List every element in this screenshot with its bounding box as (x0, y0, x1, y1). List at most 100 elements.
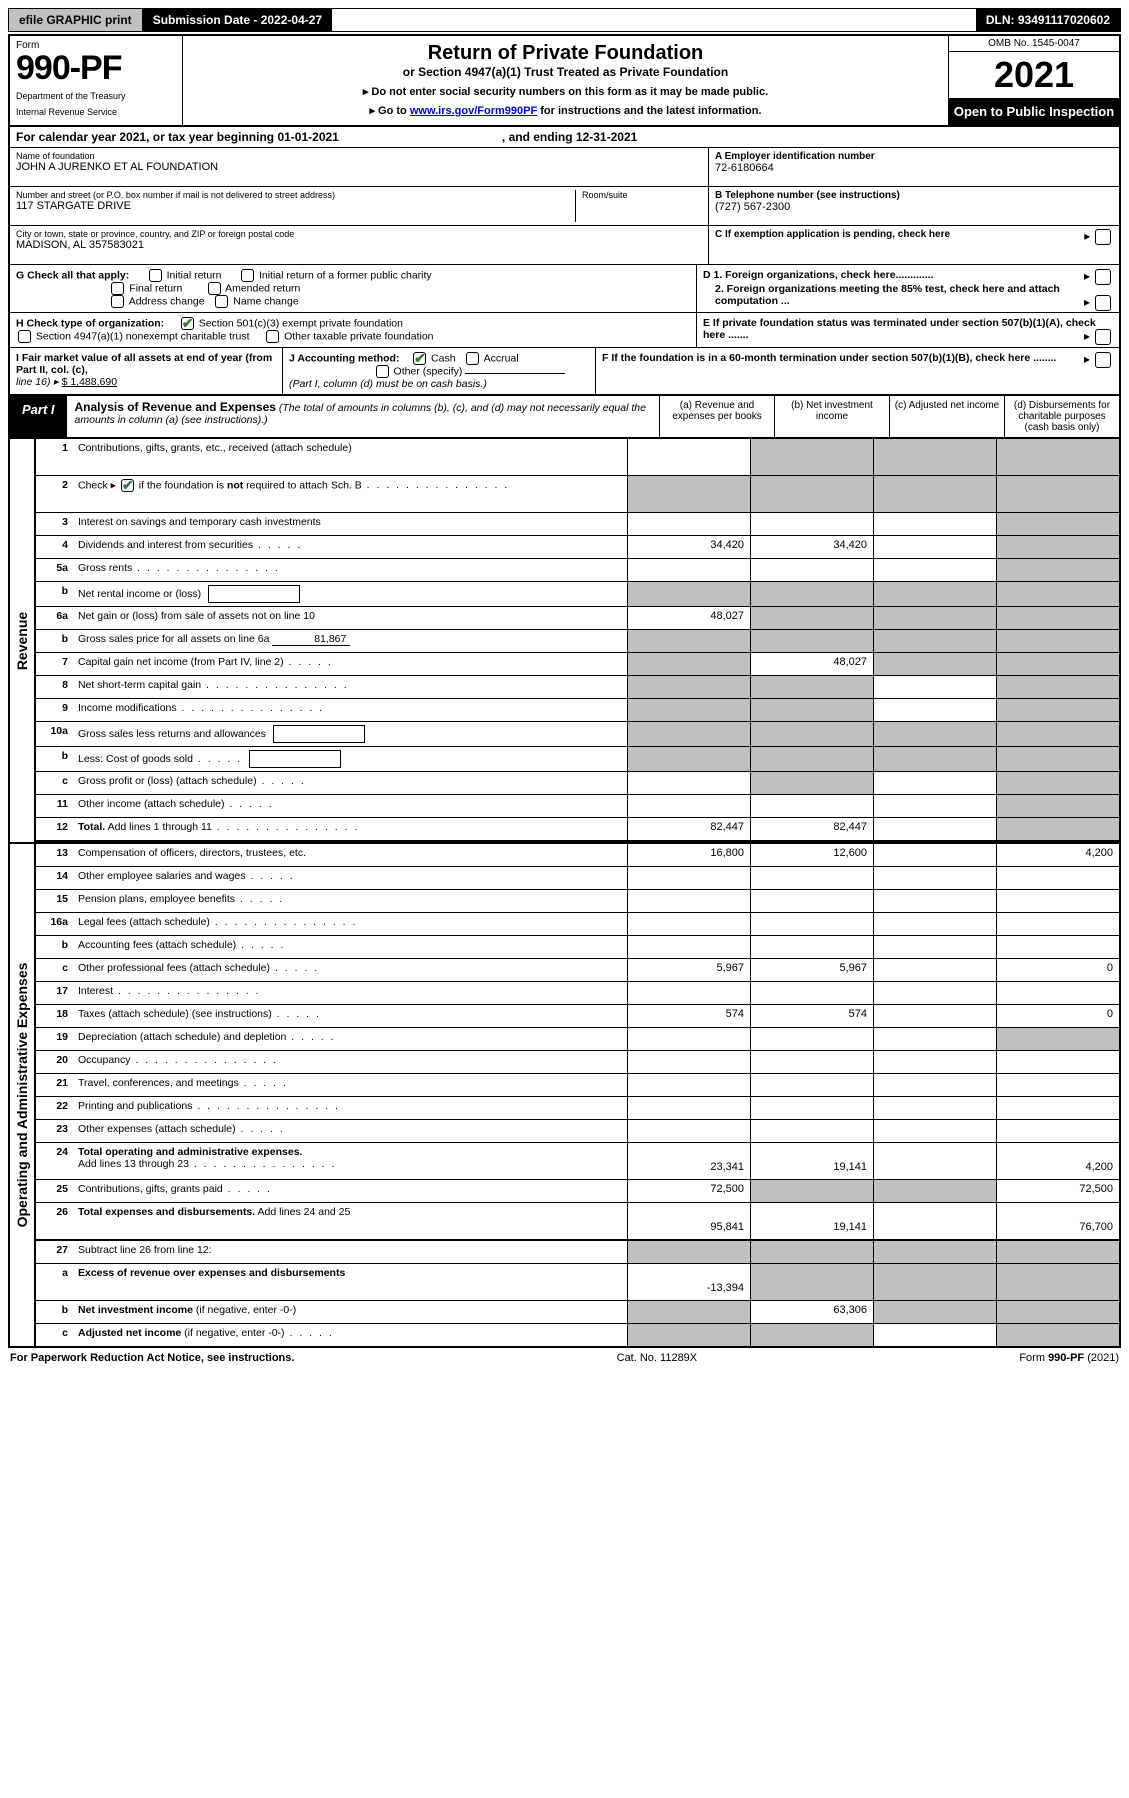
header-right: OMB No. 1545-0047 2021 Open to Public In… (948, 36, 1119, 125)
row-10a: 10aGross sales less returns and allowanc… (36, 722, 1119, 747)
dept-treasury: Department of the Treasury (16, 91, 176, 101)
r27-desc: Subtract line 26 from line 12: (74, 1241, 627, 1263)
j-label: J Accounting method: (289, 352, 399, 364)
col-c-header: (c) Adjusted net income (889, 396, 1004, 437)
r10c-desc: Gross profit or (loss) (attach schedule) (74, 772, 627, 794)
r16c-desc: Other professional fees (attach schedule… (74, 959, 627, 981)
row-16a: 16aLegal fees (attach schedule) (36, 913, 1119, 936)
submission-date: Submission Date - 2022-04-27 (143, 9, 332, 31)
row-21: 21Travel, conferences, and meetings (36, 1074, 1119, 1097)
g-initial: Initial return (167, 269, 222, 281)
row-5a: 5aGross rents (36, 559, 1119, 582)
e-section: E If private foundation status was termi… (696, 313, 1119, 347)
j-accrual-checkbox[interactable] (466, 352, 479, 365)
form-ref: Form 990-PF (2021) (1019, 1352, 1119, 1364)
revenue-table: Revenue 1Contributions, gifts, grants, e… (8, 439, 1121, 844)
r5b-desc: Net rental income or (loss) (74, 582, 627, 606)
row-1: 1Contributions, gifts, grants, etc., rec… (36, 439, 1119, 476)
row-27b: bNet investment income (if negative, ent… (36, 1301, 1119, 1324)
r26-a: 95,841 (627, 1203, 750, 1239)
r16c-b: 5,967 (750, 959, 873, 981)
col-a-header: (a) Revenue and expenses per books (659, 396, 774, 437)
name-label: Name of foundation (16, 151, 702, 161)
g-address-checkbox[interactable] (111, 295, 124, 308)
r13-d: 4,200 (996, 844, 1119, 866)
r8-desc: Net short-term capital gain (74, 676, 627, 698)
row-2: 2Check ▸ if the foundation is not requir… (36, 476, 1119, 513)
expenses-table: Operating and Administrative Expenses 13… (8, 844, 1121, 1348)
g-initial-checkbox[interactable] (149, 269, 162, 282)
f-checkbox[interactable] (1095, 352, 1111, 368)
j-other-checkbox[interactable] (376, 365, 389, 378)
h-501c3-checkbox[interactable] (181, 317, 194, 330)
g-final: Final return (129, 282, 182, 294)
r21-desc: Travel, conferences, and meetings (74, 1074, 627, 1096)
row-11: 11Other income (attach schedule) (36, 795, 1119, 818)
ssn-warning: ▸ Do not enter social security numbers o… (191, 85, 940, 98)
d2-checkbox[interactable] (1095, 295, 1111, 311)
g-amended: Amended return (225, 282, 300, 294)
h-e-row: H Check type of organization: Section 50… (8, 313, 1121, 348)
entity-left: Name of foundation JOHN A JURENKO ET AL … (10, 148, 708, 264)
h-other-checkbox[interactable] (266, 330, 279, 343)
form-title: Return of Private Foundation (191, 42, 940, 65)
d1-checkbox[interactable] (1095, 269, 1111, 285)
header-middle: Return of Private Foundation or Section … (183, 36, 948, 125)
r26-d: 76,700 (996, 1203, 1119, 1239)
f-label: F If the foundation is in a 60-month ter… (602, 352, 1056, 364)
r26-b: 19,141 (750, 1203, 873, 1239)
c-checkbox[interactable] (1095, 229, 1111, 245)
r23-desc: Other expenses (attach schedule) (74, 1120, 627, 1142)
part1-description: Analysis of Revenue and Expenses (The to… (67, 396, 659, 437)
row-6a: 6aNet gain or (loss) from sale of assets… (36, 607, 1119, 630)
i-section: I Fair market value of all assets at end… (10, 348, 283, 394)
r10a-box (273, 725, 365, 743)
r18-b: 574 (750, 1005, 873, 1027)
r27b-desc: Net investment income (if negative, ente… (74, 1301, 627, 1323)
row-16b: bAccounting fees (attach schedule) (36, 936, 1119, 959)
row-7: 7Capital gain net income (from Part IV, … (36, 653, 1119, 676)
efile-print-button[interactable]: efile GRAPHIC print (9, 9, 143, 31)
g-initial-former-checkbox[interactable] (241, 269, 254, 282)
goto-link-line: ▸ Go to www.irs.gov/Form990PF for instru… (191, 104, 940, 117)
col-b-header: (b) Net investment income (774, 396, 889, 437)
g-final-checkbox[interactable] (111, 282, 124, 295)
row-22: 22Printing and publications (36, 1097, 1119, 1120)
r25-a: 72,500 (627, 1180, 750, 1202)
r6a-a: 48,027 (627, 607, 750, 629)
j-section: J Accounting method: Cash Accrual Other … (283, 348, 596, 394)
r27a-desc: Excess of revenue over expenses and disb… (74, 1264, 627, 1300)
r13-a: 16,800 (627, 844, 750, 866)
city-label: City or town, state or province, country… (16, 229, 702, 239)
cal-begin: 01-01-2021 (277, 130, 338, 144)
g-name-checkbox[interactable] (215, 295, 228, 308)
r12-desc: Total. Add lines 1 through 11 (74, 818, 627, 840)
f-section: F If the foundation is in a 60-month ter… (596, 348, 1119, 394)
row-4: 4Dividends and interest from securities3… (36, 536, 1119, 559)
r16a-desc: Legal fees (attach schedule) (74, 913, 627, 935)
form-subtitle: or Section 4947(a)(1) Trust Treated as P… (191, 65, 940, 79)
e-checkbox[interactable] (1095, 329, 1111, 345)
revenue-vlabel: Revenue (10, 439, 36, 842)
row-27a: aExcess of revenue over expenses and dis… (36, 1264, 1119, 1301)
arrow-icon (1084, 295, 1090, 309)
row-23: 23Other expenses (attach schedule) (36, 1120, 1119, 1143)
h-section: H Check type of organization: Section 50… (10, 313, 696, 347)
r9-desc: Income modifications (74, 699, 627, 721)
irs-link[interactable]: www.irs.gov/Form990PF (410, 105, 537, 117)
r18-d: 0 (996, 1005, 1119, 1027)
r14-desc: Other employee salaries and wages (74, 867, 627, 889)
r26-desc: Total expenses and disbursements. Add li… (74, 1203, 627, 1239)
r3-desc: Interest on savings and temporary cash i… (74, 513, 627, 535)
r4-a: 34,420 (627, 536, 750, 558)
irs-label: Internal Revenue Service (16, 107, 176, 117)
j-cash-checkbox[interactable] (413, 352, 426, 365)
h-other: Other taxable private foundation (284, 330, 433, 342)
calendar-year-row: For calendar year 2021, or tax year begi… (8, 127, 1121, 148)
i-label: I Fair market value of all assets at end… (16, 352, 272, 376)
r25-d: 72,500 (996, 1180, 1119, 1202)
schb-checkbox[interactable] (121, 479, 134, 492)
h-4947-checkbox[interactable] (18, 330, 31, 343)
g-initial-former: Initial return of a former public charit… (259, 269, 432, 281)
g-amended-checkbox[interactable] (208, 282, 221, 295)
